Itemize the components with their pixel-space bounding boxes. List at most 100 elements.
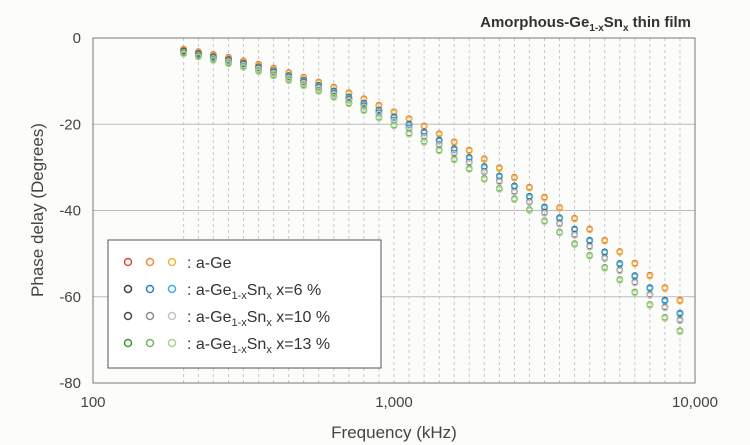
x-tick-label: 1,000 bbox=[375, 394, 413, 411]
data-point bbox=[450, 156, 458, 164]
legend-row: : a-Ge1-xSnx x=6 % bbox=[123, 282, 321, 302]
plot-frame bbox=[92, 37, 696, 384]
legend-label: : a-Ge1-xSnx x=13 % bbox=[187, 336, 330, 356]
data-point bbox=[676, 297, 684, 305]
legend-marker bbox=[123, 257, 133, 267]
data-point bbox=[661, 304, 669, 312]
data-point bbox=[345, 100, 353, 108]
legend-marker bbox=[167, 284, 177, 294]
data-point bbox=[646, 292, 654, 299]
data-point bbox=[586, 243, 594, 251]
legend-row: : a-Ge1-xSnx x=13 % bbox=[123, 336, 330, 356]
legend-marker bbox=[145, 257, 155, 267]
y-tick-label: -60 bbox=[59, 289, 81, 306]
data-point bbox=[375, 110, 383, 118]
data-point bbox=[526, 184, 533, 192]
data-point bbox=[646, 301, 654, 309]
data-point bbox=[601, 237, 609, 245]
data-point bbox=[330, 94, 338, 101]
y-axis-title: Phase delay (Degrees) bbox=[28, 123, 47, 297]
y-tick-label: -80 bbox=[59, 375, 81, 392]
legend-marker bbox=[145, 338, 155, 348]
legend-marker bbox=[145, 284, 155, 294]
data-point bbox=[586, 252, 594, 260]
data-point bbox=[495, 185, 503, 193]
legend-label: : a-Ge bbox=[187, 255, 232, 272]
legend-marker bbox=[123, 311, 133, 321]
data-point bbox=[180, 50, 188, 58]
data-point bbox=[511, 174, 518, 182]
data-point bbox=[586, 226, 594, 234]
data-point bbox=[541, 210, 548, 217]
data-point bbox=[541, 194, 548, 202]
data-point bbox=[450, 146, 458, 154]
data-point bbox=[435, 147, 443, 155]
data-point bbox=[556, 220, 563, 228]
y-tick-label: -20 bbox=[59, 116, 81, 133]
data-point bbox=[556, 229, 563, 237]
data-point bbox=[465, 166, 473, 173]
data-point bbox=[676, 317, 684, 325]
x-tick-label: 10,000 bbox=[672, 394, 718, 411]
data-point bbox=[330, 91, 338, 98]
legend-marker bbox=[167, 257, 177, 267]
data-point bbox=[661, 314, 669, 322]
data-point bbox=[255, 68, 263, 76]
legend-marker bbox=[123, 284, 133, 294]
data-point bbox=[571, 241, 578, 248]
data-point bbox=[495, 178, 503, 186]
data-point bbox=[390, 114, 398, 122]
data-point bbox=[601, 255, 609, 263]
data-point bbox=[390, 122, 398, 130]
data-point bbox=[480, 176, 488, 183]
data-point bbox=[375, 114, 383, 122]
data-point bbox=[375, 107, 383, 115]
data-point bbox=[465, 147, 473, 155]
data-point bbox=[315, 85, 323, 92]
data-point bbox=[556, 204, 563, 212]
data-point bbox=[616, 248, 624, 256]
y-axis-ticks: 0 -20 -40 -60 -80 bbox=[59, 30, 81, 392]
data-point bbox=[420, 138, 428, 146]
data-point bbox=[360, 107, 368, 115]
data-point bbox=[616, 267, 624, 275]
legend-marker bbox=[167, 338, 177, 348]
x-tick-label: 100 bbox=[80, 394, 105, 411]
data-point bbox=[631, 289, 639, 297]
data-point bbox=[571, 232, 578, 239]
y-tick-label: -40 bbox=[59, 203, 81, 220]
data-point bbox=[511, 188, 518, 196]
data-point bbox=[240, 63, 247, 71]
x-axis-title: Frequency (kHz) bbox=[331, 423, 457, 442]
x-axis-ticks: 100 1,000 10,000 bbox=[80, 394, 717, 411]
data-points bbox=[180, 45, 684, 336]
data-point bbox=[616, 276, 624, 284]
legend-marker bbox=[167, 311, 177, 321]
data-point bbox=[631, 279, 639, 287]
data-point bbox=[435, 137, 443, 145]
data-point bbox=[480, 156, 488, 164]
data-point bbox=[285, 77, 293, 85]
data-point bbox=[360, 96, 368, 104]
data-point bbox=[526, 207, 533, 214]
data-point bbox=[345, 97, 353, 104]
data-point bbox=[360, 103, 368, 111]
data-point bbox=[676, 328, 684, 336]
data-point bbox=[405, 130, 413, 138]
legend-marker bbox=[145, 311, 155, 321]
legend-row: : a-Ge1-xSnx x=10 % bbox=[123, 309, 330, 329]
data-point bbox=[571, 215, 578, 223]
data-point bbox=[405, 121, 413, 129]
chart-title: Amorphous-Ge1-xSnx thin film bbox=[480, 14, 691, 34]
data-point bbox=[661, 285, 669, 292]
data-point bbox=[631, 260, 639, 268]
data-point bbox=[209, 57, 217, 64]
data-point bbox=[541, 218, 548, 226]
data-point bbox=[300, 82, 308, 90]
data-point bbox=[526, 199, 533, 207]
y-tick-label: 0 bbox=[73, 30, 81, 47]
data-point bbox=[420, 129, 428, 137]
data-point bbox=[495, 165, 503, 173]
data-point bbox=[315, 88, 323, 95]
